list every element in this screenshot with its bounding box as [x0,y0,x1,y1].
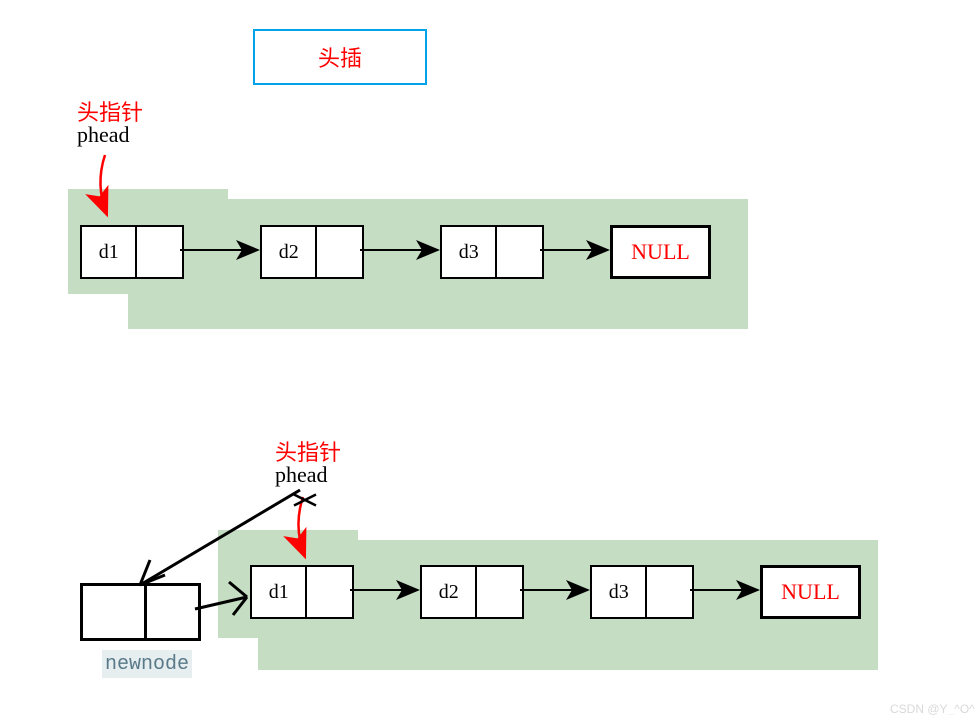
node-ptr [137,227,182,277]
title-text: 头插 [318,41,362,73]
node-ptr [477,567,522,617]
list-node: d1 [80,225,184,279]
newnode-box [80,583,201,641]
list-node: d2 [420,565,524,619]
list-node: d3 [440,225,544,279]
node-data [83,586,147,638]
null-text: NULL [781,579,840,605]
node-data: d2 [422,567,477,617]
node-data: d3 [442,227,497,277]
list-node: d2 [260,225,364,279]
node-data: d2 [262,227,317,277]
newnode-label: newnode [102,650,192,678]
list-node: d1 [250,565,354,619]
null-text: NULL [631,239,690,265]
node-ptr [647,567,692,617]
null-box-2: NULL [760,565,861,619]
title-box: 头插 [253,29,427,85]
node-data: d1 [252,567,307,617]
node-ptr [317,227,362,277]
watermark: CSDN @Y_^O^ [890,702,975,715]
node-ptr [147,586,198,638]
node-ptr [307,567,352,617]
node-data: d1 [82,227,137,277]
phead-label-1: phead [77,122,130,148]
phead-label-2: phead [275,462,328,488]
node-ptr [497,227,542,277]
node-data: d3 [592,567,647,617]
list-node: d3 [590,565,694,619]
null-box-1: NULL [610,225,711,279]
